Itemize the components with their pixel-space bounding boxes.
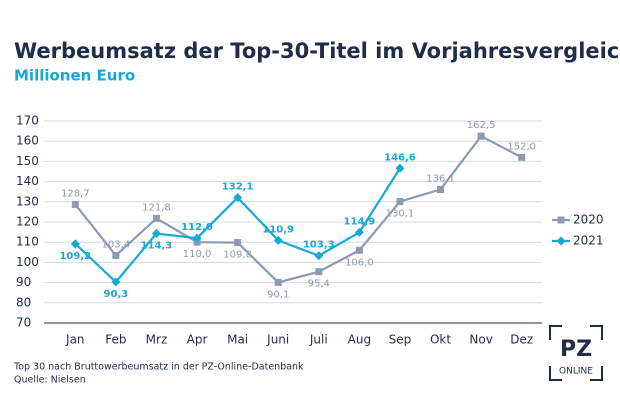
value-label: 90,3 [104,289,129,300]
footnote: Top 30 nach Bruttowerbeumsatz in der PZ-… [13,362,304,373]
marker [354,227,364,237]
marker [396,198,404,206]
value-label: 121,8 [142,202,171,213]
legend-marker [557,216,565,224]
value-label: 114,9 [344,216,376,227]
legend-label: 2020 [573,213,604,227]
value-label: 128,7 [61,188,90,199]
y-tick-label: 150 [16,154,39,168]
y-tick-label: 90 [16,275,31,289]
value-label: 110,9 [262,224,294,235]
marker [273,235,283,245]
footnote: Quelle: Nielsen [14,375,86,386]
x-tick-label: Okt [430,333,451,347]
value-label: 109,2 [59,251,91,262]
marker [315,268,323,276]
marker [518,153,526,161]
value-label: 90,1 [267,289,289,300]
value-label: 95,4 [308,279,330,290]
y-tick-label: 170 [16,114,39,128]
marker [233,193,243,203]
x-tick-label: Mai [227,333,248,347]
x-tick-label: Aug [348,333,371,347]
legend-label: 2021 [573,234,604,248]
value-label: 132,1 [222,182,254,193]
value-label: 146,6 [384,152,416,163]
marker [70,239,80,249]
y-tick-label: 70 [16,316,31,330]
value-label: 110,0 [183,249,212,260]
x-tick-label: Dez [510,333,533,347]
marker [437,185,445,193]
value-label: 130,1 [386,209,415,220]
marker [234,239,242,247]
marker [71,200,79,208]
marker [152,214,160,222]
marker [314,251,324,261]
x-tick-label: Mrz [146,333,168,347]
y-tick-label: 110 [16,235,39,249]
logo-sub: ONLINE [559,367,593,377]
marker [355,246,363,254]
x-tick-label: Juni [266,333,289,347]
x-tick-label: Juli [309,333,328,347]
value-label: 103,4 [102,240,131,251]
y-tick-label: 80 [16,295,31,309]
marker [477,132,485,140]
logo-frame [549,325,603,381]
marker [274,278,282,286]
logo: PZ ONLINE [549,325,603,381]
x-tick-label: Feb [105,333,126,347]
marker [151,229,161,239]
marker [192,233,202,243]
line [74,134,523,284]
marker [395,163,405,173]
x-tick-label: Sep [389,333,412,347]
y-tick-label: 100 [16,255,39,269]
chart-title: Werbeumsatz der Top-30-Titel im Vorjahre… [14,39,620,63]
y-tick-label: 160 [16,134,39,148]
value-label: 109,8 [223,250,252,261]
x-tick-label: Nov [469,333,492,347]
chart-subtitle: Millionen Euro [14,67,135,85]
x-tick-label: Jan [65,333,85,347]
marker [111,277,121,287]
value-label: 136,1 [426,173,455,184]
value-label: 114,3 [141,241,173,252]
y-tick-label: 130 [16,194,39,208]
x-tick-label: Apr [187,333,208,347]
y-tick-label: 140 [16,174,39,188]
value-label: 103,3 [303,240,335,251]
marker [112,252,120,260]
legend-marker [556,236,566,246]
y-tick-label: 120 [16,215,39,229]
value-label: 106,0 [345,257,374,268]
value-label: 112,0 [181,222,213,233]
logo-main: PZ [560,337,592,362]
value-label: 152,0 [507,141,536,152]
value-label: 162,5 [467,120,496,131]
